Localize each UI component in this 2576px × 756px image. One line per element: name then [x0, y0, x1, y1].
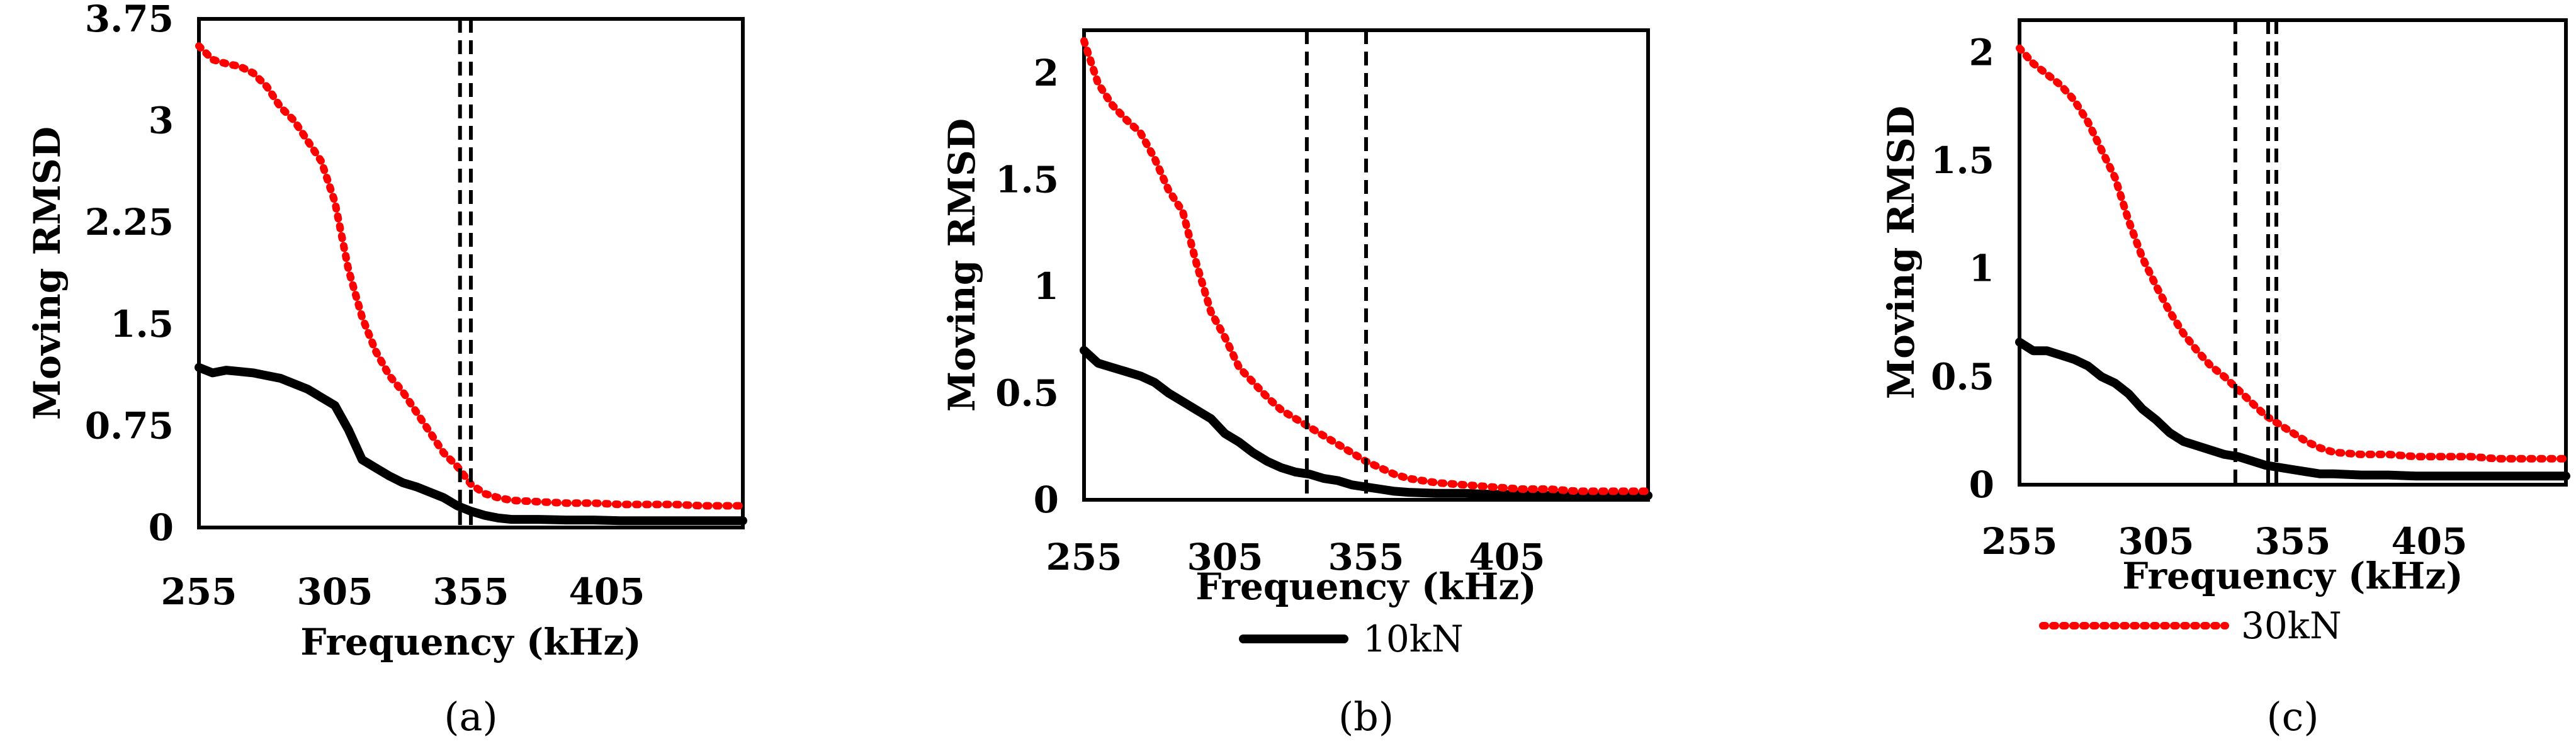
series-line-30kN	[1080, 37, 1652, 495]
panel-caption: (c)	[2266, 694, 2319, 740]
chart-panel-1: 0 0.75 1.5 2.25 3 3.75 255 305 355 405 Frequency (…	[26, 0, 747, 740]
y-tick-label: 1.5	[110, 303, 174, 346]
x-tick-label: 355	[1328, 536, 1404, 578]
x-tick-label: 255	[1046, 536, 1122, 578]
y-tick-label: 0	[149, 506, 174, 549]
panel-caption: (a)	[444, 694, 497, 740]
y-tick-label: 2	[1034, 52, 1059, 94]
x-tick-label: 405	[2391, 520, 2467, 563]
series-line-10kN	[1080, 346, 1652, 500]
x-axis-label: Frequency (kHz)	[1195, 565, 1536, 608]
legend-label-30kN: 30kN	[2241, 604, 2342, 647]
y-axis-label: Moving RMSD	[941, 118, 983, 412]
y-tick-label: 0	[1969, 463, 1994, 506]
series-line-10kN	[195, 363, 747, 526]
y-tick-label: 0	[1034, 478, 1059, 521]
x-tick-label: 255	[1981, 520, 2057, 563]
y-tick-label: 3.75	[85, 0, 174, 40]
y-tick-label: 2	[1969, 31, 1994, 74]
y-tick-label: 1	[1969, 247, 1994, 290]
x-tick-label: 305	[2118, 520, 2194, 563]
x-tick-label: 305	[297, 570, 373, 613]
y-tick-label: 3	[149, 99, 174, 142]
x-tick-label: 355	[432, 570, 509, 613]
x-tick-label: 405	[1469, 536, 1545, 578]
legend-label-10kN: 10kN	[1363, 618, 1464, 660]
legend: 10kN 30kN	[1239, 604, 2342, 660]
x-tick-label: 255	[161, 570, 237, 613]
x-axis-label: Frequency (kHz)	[300, 621, 641, 663]
plot-frame	[2018, 18, 2568, 487]
y-tick-label: 1	[1034, 265, 1059, 308]
x-axis-label: Frequency (kHz)	[2122, 555, 2463, 597]
series-line-30kN	[195, 42, 747, 510]
x-tick-label: 405	[568, 570, 645, 613]
series-line-30kN	[2016, 44, 2570, 463]
y-tick-label: 1.5	[995, 158, 1059, 201]
y-tick-label: 0.75	[85, 404, 174, 447]
panel-caption: (b)	[1338, 694, 1394, 740]
y-tick-label: 1.5	[1931, 139, 1994, 182]
y-tick-label: 0.5	[1931, 355, 1994, 398]
y-tick-label: 2.25	[85, 201, 174, 244]
x-tick-label: 355	[2254, 520, 2330, 563]
series-line-10kN	[2015, 337, 2570, 481]
y-axis-label: Moving RMSD	[1880, 106, 1923, 399]
y-axis-label: Moving RMSD	[26, 127, 69, 420]
x-tick-label: 305	[1187, 536, 1263, 578]
y-tick-label: 0.5	[995, 371, 1059, 414]
